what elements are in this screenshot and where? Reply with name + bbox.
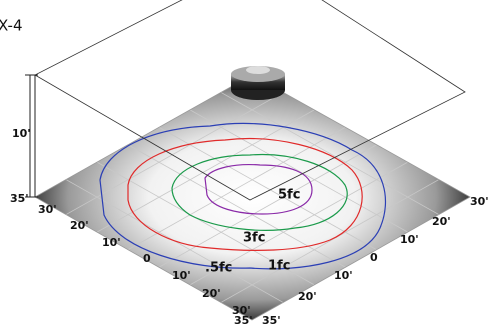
left-axis-label: 0 [143,252,151,265]
grid-line [220,92,440,215]
grid-line [96,161,315,286]
floor [35,75,470,320]
left-axis-label: 10' [102,236,121,249]
contour-3fc [171,153,348,231]
grid-line [96,109,315,233]
grid-line [220,179,440,303]
contour-1fc [127,138,363,251]
left-axis-label: 20' [70,219,89,232]
grid-line [158,144,377,268]
contours [99,122,387,270]
right-axis-label: 35' [262,314,281,327]
grid-line [127,144,346,268]
contour-label: 5fc [278,188,300,203]
contour-label: 1fc [268,259,290,274]
right-axis-label: 20' [298,290,317,303]
contour-5fc [204,163,313,215]
right-axis-label: 30' [470,195,489,208]
right-axis-label: 10' [334,269,353,282]
ceiling-plane [34,0,466,201]
left-axis-label: 35' [234,314,253,327]
height-axis [25,74,38,198]
right-axis-label: 0 [370,251,378,264]
right-axis-label: 20' [432,215,451,228]
floor-edge [34,74,471,321]
left-axis-label: 30' [38,203,57,216]
contour-05fc [99,122,387,270]
contour-label: .5fc [205,261,232,276]
right-axis-label: 10' [400,233,419,246]
left-axis-label: 20' [202,287,221,300]
title: X-4 [0,17,23,35]
left-axis-label: 10' [172,269,191,282]
contour-label: 3fc [243,231,265,246]
fixture [231,66,285,100]
grid-line [189,161,408,286]
height-label: 35' [10,192,29,205]
left-axis-label: 30' [232,304,251,317]
grid-line [158,126,377,251]
height-label: 10' [12,127,31,140]
grid-line [189,109,408,233]
